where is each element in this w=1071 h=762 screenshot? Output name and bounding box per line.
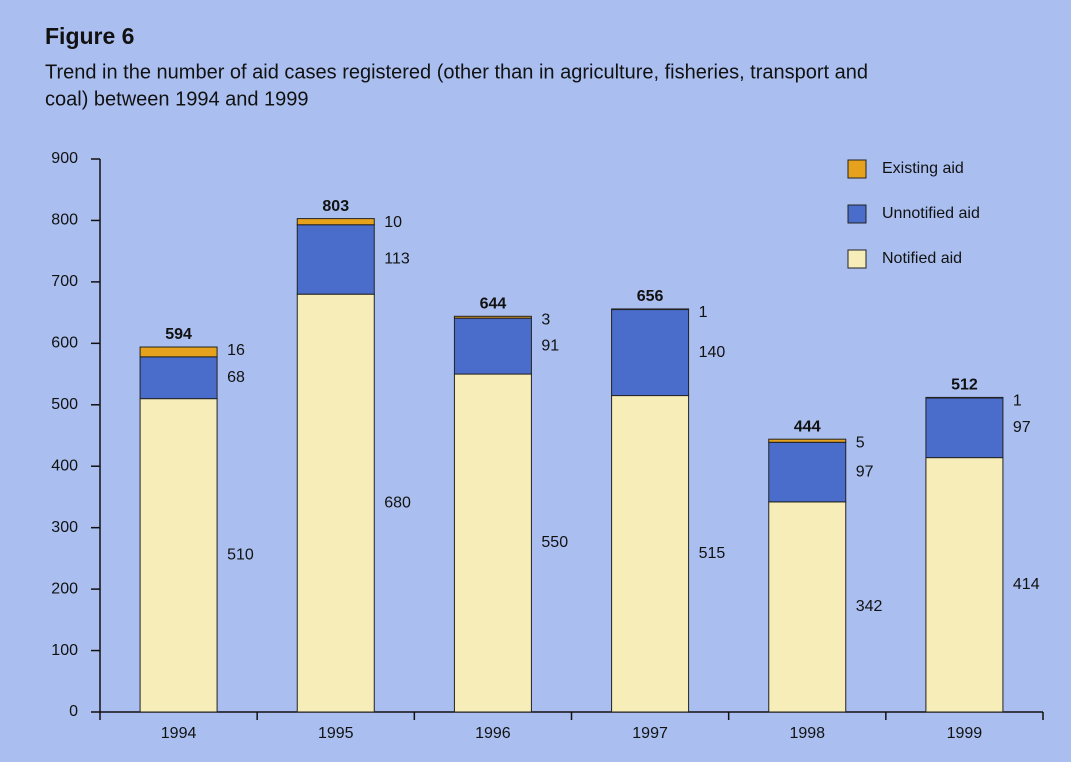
- value-label: 510: [227, 547, 254, 564]
- y-tick-label: 400: [51, 457, 78, 474]
- chart-title: Figure 6: [45, 23, 134, 49]
- bar-segment: [611, 308, 690, 311]
- y-tick-label: 0: [69, 703, 78, 720]
- value-label: 113: [384, 251, 410, 268]
- y-tick-label: 600: [51, 335, 78, 352]
- y-tick-label: 300: [51, 519, 78, 536]
- legend-label: Notified aid: [882, 250, 962, 267]
- value-label: 1: [699, 304, 708, 321]
- value-label: 3: [541, 312, 550, 329]
- value-label: 91: [541, 337, 559, 354]
- value-label: 414: [1013, 576, 1040, 593]
- chart-subtitle: coal) between 1994 and 1999: [45, 88, 309, 110]
- value-label: 97: [1013, 419, 1031, 436]
- bar-segment: [611, 309, 690, 397]
- bar-segment: [296, 224, 375, 295]
- bar-segment: [925, 397, 1004, 459]
- bar-segment: [611, 395, 690, 713]
- bar-segment: [925, 396, 1004, 399]
- total-label: 644: [480, 296, 507, 313]
- legend-label: Existing aid: [882, 160, 964, 177]
- legend-label: Unnotified aid: [882, 205, 980, 222]
- x-tick-label: 1995: [318, 725, 354, 742]
- value-label: 68: [227, 369, 245, 386]
- bar-segment: [296, 218, 375, 226]
- value-label: 97: [856, 463, 874, 480]
- value-label: 5: [856, 434, 865, 451]
- legend-swatch: [847, 249, 867, 269]
- bar-segment: [139, 356, 218, 400]
- bar-segment: [453, 317, 532, 375]
- chart-subtitle: Trend in the number of aid cases registe…: [45, 61, 868, 83]
- bar-segment: [925, 457, 1004, 713]
- total-label: 803: [322, 198, 349, 215]
- legend-swatch: [847, 159, 867, 179]
- y-tick-label: 900: [51, 150, 78, 167]
- y-tick-label: 200: [51, 580, 78, 597]
- bar-segment: [453, 315, 532, 319]
- total-label: 594: [165, 326, 192, 343]
- total-label: 656: [637, 288, 664, 305]
- y-tick-label: 500: [51, 396, 78, 413]
- value-label: 550: [541, 534, 568, 551]
- value-label: 1: [1013, 393, 1022, 410]
- bar-segment: [139, 398, 218, 713]
- value-label: 515: [699, 545, 726, 562]
- value-label: 140: [699, 344, 726, 361]
- bar-segment: [768, 438, 847, 443]
- bar-segment: [768, 441, 847, 503]
- total-label: 444: [794, 418, 821, 435]
- x-tick-label: 1997: [632, 725, 668, 742]
- x-tick-label: 1996: [475, 725, 511, 742]
- y-tick-label: 100: [51, 642, 78, 659]
- bar-segment: [296, 293, 375, 713]
- y-tick-label: 700: [51, 273, 78, 290]
- bar-segment: [768, 501, 847, 713]
- x-tick-label: 1999: [947, 725, 983, 742]
- bar-segment: [453, 373, 532, 713]
- total-label: 512: [951, 377, 978, 394]
- bar-segment: [139, 346, 218, 358]
- x-tick-label: 1994: [161, 725, 197, 742]
- value-label: 680: [384, 494, 411, 511]
- y-tick-label: 800: [51, 212, 78, 229]
- value-label: 10: [384, 214, 402, 231]
- legend-swatch: [847, 204, 867, 224]
- value-label: 16: [227, 342, 245, 359]
- value-label: 342: [856, 598, 883, 615]
- x-tick-label: 1998: [789, 725, 825, 742]
